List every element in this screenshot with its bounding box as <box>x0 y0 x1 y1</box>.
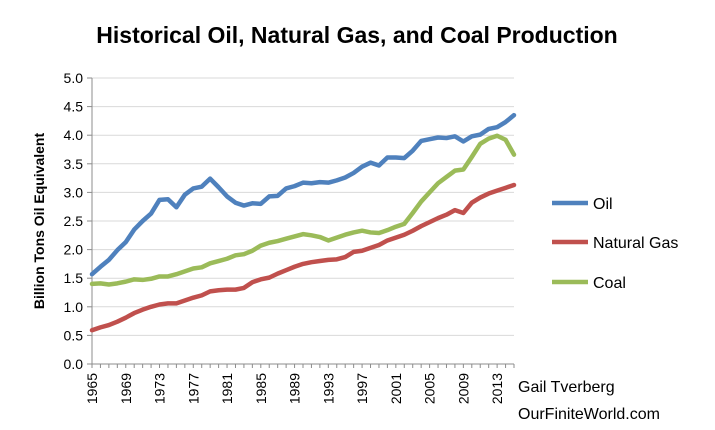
x-tick-label: 1993 <box>320 373 336 404</box>
y-tick-label: 4.0 <box>64 127 84 143</box>
x-tick-label: 2005 <box>422 373 438 404</box>
x-tick-label: 1981 <box>219 373 235 404</box>
series-line-oil <box>89 112 517 277</box>
y-tick-label: 5.0 <box>64 70 84 86</box>
x-axis: 1965 1969 1973 1977 1981 1985 1989 1993 1997 2001… <box>84 364 515 404</box>
legend-label-oil: Oil <box>593 196 613 213</box>
credit-author: Gail Tverberg <box>518 379 615 396</box>
y-tick-label: 2.0 <box>64 242 84 258</box>
x-tick-label: 1997 <box>354 373 370 404</box>
credit-site: OurFiniteWorld.com <box>518 406 660 423</box>
y-tick-label: 4.5 <box>64 99 84 115</box>
x-tick-label: 1985 <box>253 373 269 404</box>
y-tick-label: 2.5 <box>64 213 84 229</box>
x-tick-label: 2013 <box>489 373 505 404</box>
legend-label-coal: Coal <box>593 275 626 292</box>
x-tick-label: 1989 <box>287 373 303 404</box>
series-line-natural-gas <box>89 182 517 333</box>
legend-label-natural-gas: Natural Gas <box>593 235 678 252</box>
x-tick-label: 1977 <box>185 373 201 404</box>
y-tick-label: 3.0 <box>64 184 84 200</box>
y-tick-label: 1.0 <box>64 299 84 315</box>
legend: Oil Natural Gas Coal <box>552 196 678 292</box>
series-line-coal <box>89 133 517 287</box>
gridlines <box>92 77 514 365</box>
y-tick-label: 0.5 <box>64 327 84 343</box>
y-axis-label: Billion Tons Oil Equivalent <box>31 133 47 310</box>
x-tick-label: 1965 <box>84 373 100 404</box>
y-tick-label: 0.0 <box>64 356 84 372</box>
y-tick-label: 1.5 <box>64 270 84 286</box>
y-tick-label: 3.5 <box>64 156 84 172</box>
x-tick-label: 2009 <box>455 373 471 404</box>
x-tick-label: 2001 <box>388 373 404 404</box>
x-tick-label: 1973 <box>152 373 168 404</box>
x-tick-label: 1969 <box>118 373 134 404</box>
chart-title: Historical Oil, Natural Gas, and Coal Pr… <box>96 22 617 48</box>
series-lines <box>89 112 517 333</box>
y-axis: 0.0 0.5 1.0 1.5 2.0 2.5 3.0 3.5 4.0 4.5 5.0 <box>64 70 93 372</box>
